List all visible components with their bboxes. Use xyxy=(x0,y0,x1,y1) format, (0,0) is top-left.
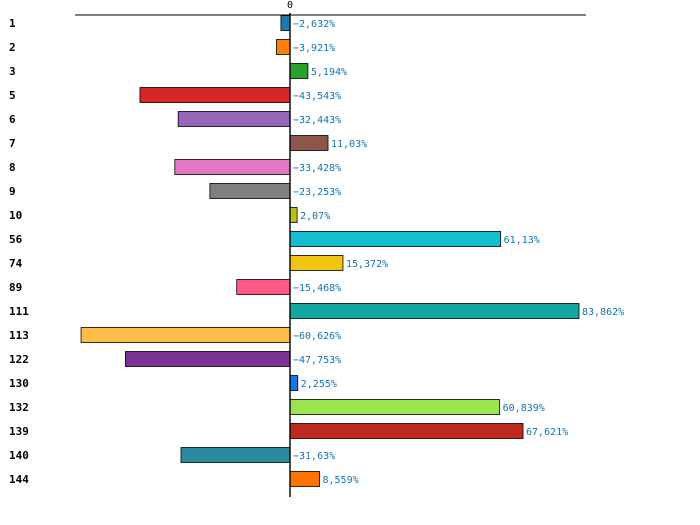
value-label: 67,621% xyxy=(526,427,568,438)
bar xyxy=(289,423,524,439)
value-label: 8,559% xyxy=(323,475,359,486)
value-label: −23,253% xyxy=(293,187,341,198)
category-label: 6 xyxy=(9,113,16,126)
bar xyxy=(236,279,291,295)
value-label: 60,839% xyxy=(503,403,545,414)
category-label: 130 xyxy=(9,377,29,390)
category-label: 7 xyxy=(9,137,16,150)
value-label: −2,632% xyxy=(293,19,335,30)
category-label: 1 xyxy=(9,17,16,30)
category-label: 144 xyxy=(9,473,29,486)
value-label: −47,753% xyxy=(293,355,341,366)
bar xyxy=(289,303,580,319)
value-label: −15,468% xyxy=(293,283,341,294)
bars-layer: 1 −2,632% 2 −3,921% 3 5,194% 5 −43,543% 6 −32,443… xyxy=(9,15,624,487)
value-label: −3,921% xyxy=(293,43,335,54)
value-label: −32,443% xyxy=(293,115,341,126)
bar xyxy=(139,87,291,103)
category-label: 9 xyxy=(9,185,16,198)
bar xyxy=(289,471,320,487)
bar xyxy=(80,327,291,343)
category-label: 111 xyxy=(9,305,29,318)
value-label: 61,13% xyxy=(504,235,540,246)
bar xyxy=(289,375,299,391)
bar xyxy=(174,159,291,175)
category-label: 5 xyxy=(9,89,16,102)
zero-tick-label: 0 xyxy=(287,0,293,11)
category-label: 74 xyxy=(9,257,23,270)
category-label: 8 xyxy=(9,161,16,174)
category-label: 2 xyxy=(9,41,16,54)
bar xyxy=(289,399,501,415)
category-label: 122 xyxy=(9,353,29,366)
value-label: 11,03% xyxy=(331,139,367,150)
bar xyxy=(280,15,291,31)
category-label: 140 xyxy=(9,449,29,462)
bar xyxy=(289,135,329,151)
category-label: 3 xyxy=(9,65,16,78)
bar xyxy=(177,111,291,127)
bar xyxy=(180,447,291,463)
category-label: 10 xyxy=(9,209,22,222)
value-label: 5,194% xyxy=(311,67,347,78)
bar xyxy=(289,255,344,271)
value-label: 83,862% xyxy=(582,307,624,318)
bar xyxy=(289,63,309,79)
value-label: 2,07% xyxy=(300,211,330,222)
value-label: 15,372% xyxy=(346,259,388,270)
value-label: −60,626% xyxy=(293,331,341,342)
category-label: 56 xyxy=(9,233,23,246)
category-label: 132 xyxy=(9,401,29,414)
bar xyxy=(289,231,502,247)
category-label: 139 xyxy=(9,425,29,438)
bar xyxy=(289,207,298,223)
bar xyxy=(276,39,291,55)
bar xyxy=(209,183,291,199)
category-label: 113 xyxy=(9,329,29,342)
value-label: −31,63% xyxy=(293,451,335,462)
value-label: −43,543% xyxy=(293,91,341,102)
category-label: 89 xyxy=(9,281,22,294)
value-label: 2,255% xyxy=(301,379,337,390)
value-label: −33,428% xyxy=(293,163,341,174)
bar xyxy=(125,351,291,367)
